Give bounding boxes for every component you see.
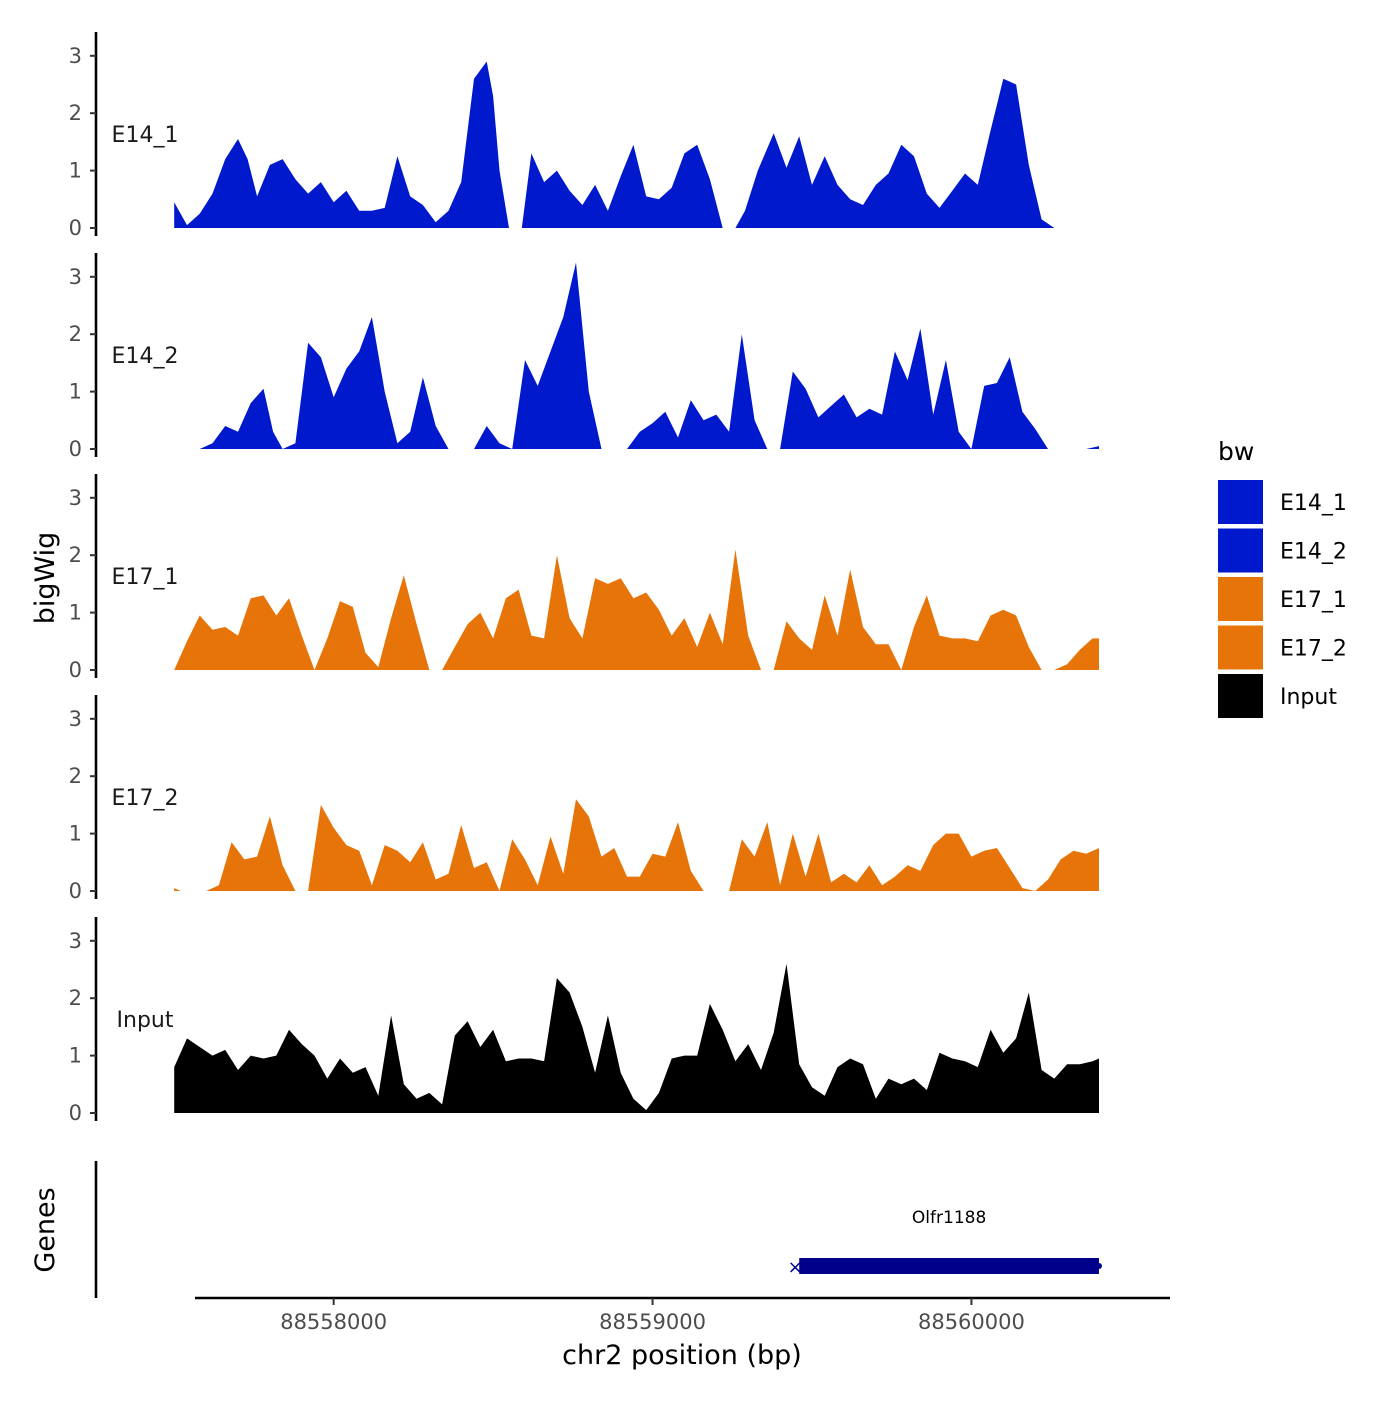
- gene-end-marker: [1095, 1263, 1102, 1269]
- gene-strand-marker: ×: [788, 1257, 803, 1278]
- x-axis: 88558000 88559000 88560000: [195, 1296, 1170, 1334]
- y-tick-label: 2: [69, 101, 82, 125]
- legend-label: E17_2: [1280, 637, 1347, 662]
- track-label-e14-2: E14_2: [112, 344, 179, 369]
- y-tick-label: 0: [69, 1101, 82, 1125]
- legend-label: E17_1: [1280, 588, 1347, 613]
- legend-item-input: Input: [1218, 674, 1337, 718]
- y-tick-label: 1: [69, 822, 82, 846]
- x-tick-label: 88559000: [599, 1310, 706, 1334]
- legend-label: E14_1: [1280, 491, 1347, 516]
- coverage-area-e17-1: [174, 549, 1099, 670]
- track-e14-1: 0 1 2 3 E14_1: [69, 32, 1099, 240]
- legend-swatch: [1218, 625, 1263, 670]
- y-tick-label: 3: [69, 707, 82, 731]
- y-tick-label: 3: [69, 486, 82, 510]
- gene-label-olfr1188: Olfr1188: [912, 1208, 986, 1228]
- y-tick-label: 1: [69, 380, 82, 404]
- y-tick-label: 3: [69, 44, 82, 68]
- y-tick-label: 1: [69, 1044, 82, 1068]
- y-tick-label: 0: [69, 658, 82, 682]
- track-label-e17-2: E17_2: [112, 786, 179, 811]
- genes-axis-title: Genes: [30, 1187, 61, 1272]
- track-e14-2: 0 1 2 3 E14_2: [69, 253, 1099, 461]
- gene-body-olfr1188: [799, 1258, 1099, 1274]
- legend-item-e17-1: E17_1: [1218, 577, 1347, 621]
- y-tick-label: 1: [69, 159, 82, 183]
- legend-swatch: [1218, 674, 1263, 718]
- legend-keys: E14_1 E14_2 E17_1 E17_2 Input: [1218, 480, 1347, 718]
- legend-label: E14_2: [1280, 540, 1347, 565]
- track-label-input: Input: [117, 1008, 174, 1033]
- coverage-area-input: [174, 963, 1099, 1113]
- y-tick-label: 0: [69, 216, 82, 240]
- y-tick-label: 0: [69, 437, 82, 461]
- y-tick-label: 2: [69, 322, 82, 346]
- track-panels: 0 1 2 3 E14_1 0 1 2 3 E14_2 0 1 2 3 E17_1 0 1 2 3 E17_2 0 1 2 3…: [69, 32, 1099, 1125]
- legend-item-e17-2: E17_2: [1218, 625, 1347, 670]
- legend-swatch: [1218, 480, 1263, 524]
- y-tick-label: 0: [69, 879, 82, 903]
- legend-item-e14-2: E14_2: [1218, 528, 1347, 573]
- y-tick-label: 2: [69, 764, 82, 788]
- x-tick-label: 88558000: [280, 1310, 387, 1334]
- x-tick-label: 88560000: [918, 1310, 1025, 1334]
- y-tick-label: 2: [69, 986, 82, 1010]
- y-tick-label: 2: [69, 543, 82, 567]
- coverage-area-e17-2: [174, 799, 1099, 891]
- legend-item-e14-1: E14_1: [1218, 480, 1347, 524]
- track-e17-2: 0 1 2 3 E17_2: [69, 695, 1099, 903]
- coverage-area-e14-2: [187, 262, 1099, 449]
- x-axis-title: chr2 position (bp): [562, 1340, 802, 1371]
- y-tick-label: 1: [69, 601, 82, 625]
- legend: bw E14_1 E14_2 E17_1 E17_2 Input: [1218, 437, 1347, 718]
- track-e17-1: 0 1 2 3 E17_1: [69, 474, 1099, 682]
- track-label-e14-1: E14_1: [112, 123, 179, 148]
- genes-panel: × Olfr1188: [94, 1161, 1102, 1298]
- y-tick-label: 3: [69, 265, 82, 289]
- track-label-e17-1: E17_1: [112, 565, 179, 590]
- y-tick-label: 3: [69, 929, 82, 953]
- legend-title: bw: [1218, 437, 1254, 466]
- track-input: 0 1 2 3 Input: [69, 917, 1099, 1125]
- coverage-area-e14-1: [174, 61, 1099, 228]
- y-axis-title: bigWig: [30, 532, 61, 625]
- legend-swatch: [1218, 528, 1263, 573]
- legend-label: Input: [1280, 685, 1337, 710]
- legend-swatch: [1218, 577, 1263, 621]
